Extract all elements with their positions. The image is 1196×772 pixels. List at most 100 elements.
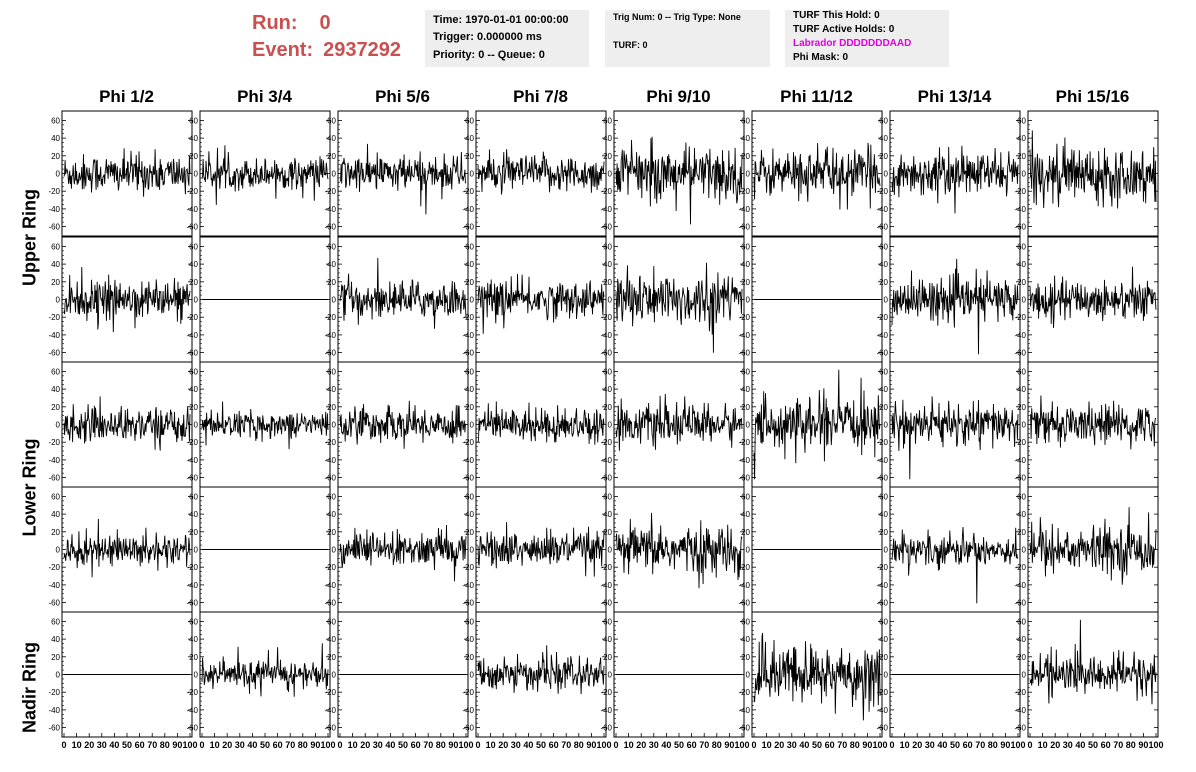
y-tick-label-left: -20	[600, 313, 612, 322]
y-tick-label-left: 40	[879, 260, 888, 269]
x-tick-label: 70	[975, 740, 985, 750]
y-tick-label-left: 20	[879, 653, 888, 662]
x-tick-label: 30	[925, 740, 935, 750]
y-tick-label-left: 40	[741, 260, 750, 269]
y-tick-label-left: -40	[738, 706, 750, 715]
y-tick-label-left: -40	[186, 205, 198, 214]
y-tick-label-left: -60	[48, 474, 60, 483]
panel-r1-c6: 60 40 20 0 -20 -40 -60	[738, 110, 883, 237]
y-tick-label-left: -60	[600, 724, 612, 733]
x-tick-label: 90	[448, 740, 458, 750]
phi-header-6: Phi 11/12	[780, 87, 853, 106]
y-tick-label-left: 0	[56, 421, 61, 430]
time-text: Time: 1970-01-01 00:00:00	[433, 14, 569, 26]
y-tick-label-left: -40	[462, 706, 474, 715]
waveform-trace	[615, 393, 743, 451]
y-tick-label-left: 60	[51, 492, 60, 501]
trigger-text: Trigger: 0.000000 ms	[433, 31, 542, 43]
y-tick-label-left: -40	[48, 706, 60, 715]
y-tick-label-left: -40	[462, 581, 474, 590]
y-tick-label-left: 40	[189, 385, 198, 394]
y-tick-label-left: -60	[738, 474, 750, 483]
y-tick-label-left: -40	[186, 581, 198, 590]
y-tick-label-left: -60	[1014, 599, 1026, 608]
y-tick-label-left: -40	[600, 581, 612, 590]
y-tick-label-left: -40	[876, 706, 888, 715]
x-tick-label: 60	[135, 740, 145, 750]
y-tick-label-left: 40	[465, 134, 474, 143]
x-tick-label: 90	[586, 740, 596, 750]
x-tick-label: 80	[712, 740, 722, 750]
y-tick-label-left: 40	[327, 134, 336, 143]
priority-text: Priority: 0 -- Queue: 0	[433, 49, 545, 61]
x-tick-label: 20	[1050, 740, 1060, 750]
y-tick-label-left: -20	[738, 438, 750, 447]
y-tick-label-left: 60	[189, 116, 198, 125]
y-tick-label-left: 60	[879, 116, 888, 125]
y-tick-label-left: -20	[1014, 187, 1026, 196]
y-tick-label-left: 20	[327, 403, 336, 412]
x-tick-label: 0	[199, 740, 204, 750]
y-tick-label-left: 0	[194, 421, 199, 430]
y-tick-label-left: -40	[1014, 706, 1026, 715]
y-tick-label-left: -20	[48, 563, 60, 572]
y-tick-label-left: 20	[1017, 403, 1026, 412]
y-tick-label-left: -60	[738, 349, 750, 358]
x-tick-label: 20	[360, 740, 370, 750]
x-tick-label: 10	[624, 740, 634, 750]
x-tick-label: 80	[436, 740, 446, 750]
panel-frame	[337, 110, 469, 237]
x-tick-label: 80	[298, 740, 308, 750]
x-tick-label: 0	[1027, 740, 1032, 750]
y-tick-label-left: 0	[746, 170, 751, 179]
y-tick-label-left: -40	[48, 456, 60, 465]
x-tick-label: 40	[385, 740, 395, 750]
y-tick-label-left: 0	[470, 170, 475, 179]
y-tick-label-left: 20	[327, 653, 336, 662]
y-tick-label-left: 20	[741, 528, 750, 537]
y-tick-label-left: 60	[1017, 242, 1026, 251]
turf-hold-text: TURF This Hold: 0	[793, 10, 880, 21]
y-tick-label-left: -20	[738, 688, 750, 697]
y-tick-label-left: 0	[56, 296, 61, 305]
y-tick-label-left: -60	[462, 349, 474, 358]
y-tick-label-left: -60	[324, 349, 336, 358]
y-tick-label-left: -40	[600, 205, 612, 214]
x-tick-label: 40	[247, 740, 257, 750]
y-tick-label-left: 60	[603, 116, 612, 125]
y-tick-label-left: -40	[600, 331, 612, 340]
y-tick-label-left: 40	[1017, 510, 1026, 519]
y-tick-label-left: 20	[1017, 653, 1026, 662]
y-tick-label-left: 0	[608, 296, 613, 305]
y-tick-label-left: -60	[462, 474, 474, 483]
y-tick-label-left: -60	[48, 599, 60, 608]
panel-r4-c6: 60 40 20 0 -20 -40 -60	[738, 486, 883, 613]
x-tick-label: 40	[799, 740, 809, 750]
x-tick-label: 10	[348, 740, 358, 750]
y-tick-label-left: 20	[741, 403, 750, 412]
x-tick-label: 100	[458, 740, 473, 750]
waveform-trace	[63, 148, 191, 197]
y-tick-label-left: 60	[465, 617, 474, 626]
y-tick-label-left: 60	[465, 367, 474, 376]
y-tick-label-left: 60	[465, 116, 474, 125]
x-tick-label: 100	[320, 740, 335, 750]
x-tick-label: 50	[1088, 740, 1098, 750]
y-tick-label-left: 60	[879, 617, 888, 626]
y-tick-label-left: 40	[879, 510, 888, 519]
panel-r4-c7: 60 40 20 0 -20 -40 -60	[876, 486, 1021, 613]
y-tick-label-left: 40	[51, 510, 60, 519]
y-tick-label-left: -40	[738, 205, 750, 214]
event-line: Event: 2937292	[252, 37, 417, 64]
y-tick-label-left: 60	[603, 492, 612, 501]
y-tick-label-left: 40	[603, 635, 612, 644]
panel-r2-c4: 60 40 20 0 -20 -40 -60	[462, 236, 607, 363]
y-tick-label-left: 60	[741, 116, 750, 125]
x-tick-label: 30	[511, 740, 521, 750]
x-tick-label: 80	[1126, 740, 1136, 750]
panel-r3-c8: 60 40 20 0 -20 -40 -60	[1014, 361, 1159, 488]
trig-text: Trig Num: 0 -- Trig Type: None	[613, 12, 741, 22]
waveform-trace	[63, 266, 191, 333]
y-tick-label-left: -40	[462, 456, 474, 465]
